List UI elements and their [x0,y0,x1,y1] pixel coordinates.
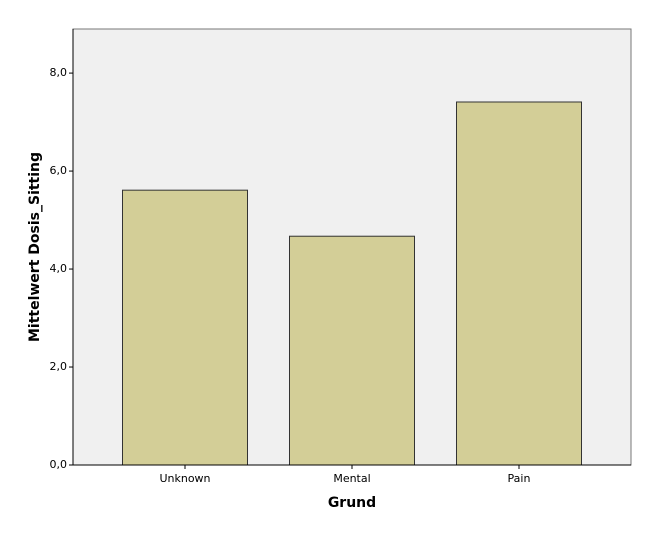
bar [122,189,248,466]
x-tick-label: Unknown [159,472,210,485]
y-tick-label: 4,0 [50,262,68,275]
x-tick-label: Pain [508,472,531,485]
x-tick-label: Mental [333,472,370,485]
y-tick-label: 0,0 [50,458,68,471]
y-tick-label: 6,0 [50,164,68,177]
bar [289,235,415,466]
y-tick-label: 8,0 [50,66,68,79]
y-tick-label: 2,0 [50,360,68,373]
y-axis-title: Mittelwert Dosis_Sitting [27,152,43,342]
x-axis-title: Grund [328,495,376,511]
bar [456,101,582,466]
